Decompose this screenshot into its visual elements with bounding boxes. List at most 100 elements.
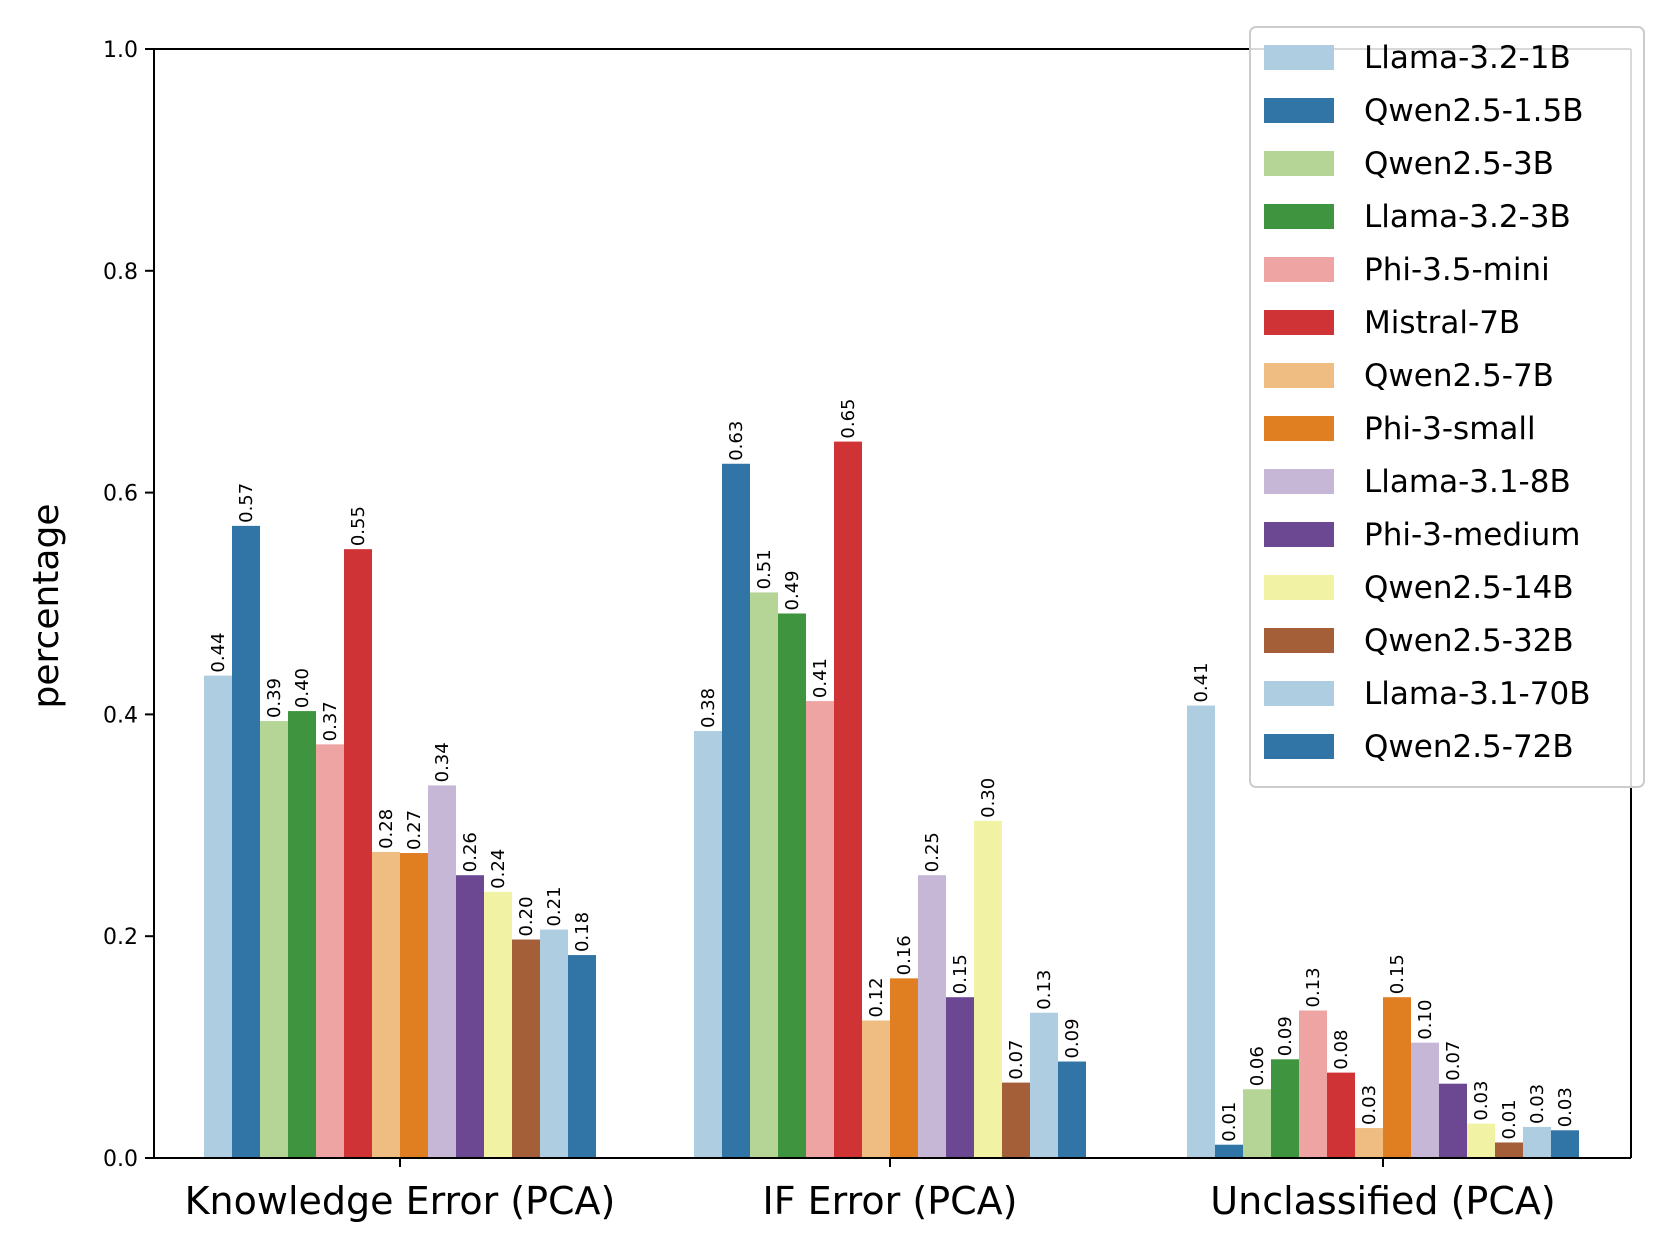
legend-swatch [1264,734,1334,759]
legend-label: Phi-3-small [1364,411,1536,447]
bar [862,1020,890,1158]
legend-label: Phi-3.5-mini [1364,252,1550,288]
bar [204,675,232,1158]
bar-value-label: 0.37 [320,701,341,741]
y-tick-label: 1.0 [103,38,138,63]
legend-label: Llama-3.1-70B [1364,676,1590,712]
legend-swatch [1264,575,1334,600]
legend-swatch [1264,628,1334,653]
x-category-label: IF Error (PCA) [763,1179,1018,1223]
bar [890,978,918,1158]
legend-swatch [1264,522,1334,547]
bar-value-label: 0.51 [754,549,775,589]
bar [1439,1083,1467,1158]
bar [1355,1128,1383,1158]
legend-swatch [1264,204,1334,229]
bar-value-label: 0.40 [292,668,313,708]
bar [344,549,372,1158]
bar [484,891,512,1158]
y-tick-label: 0.2 [103,925,138,950]
bar-value-label: 0.21 [544,886,565,926]
bar-value-label: 0.16 [894,935,915,975]
bar-value-label: 0.63 [726,421,747,461]
bar [1187,705,1215,1158]
legend-label: Mistral-7B [1364,305,1520,341]
bar-value-label: 0.30 [978,778,999,818]
bar [400,853,428,1158]
bar-value-label: 0.55 [348,506,369,546]
bar [1383,997,1411,1158]
bar-value-label: 0.03 [1359,1085,1380,1125]
legend-swatch [1264,681,1334,706]
bar [1002,1082,1030,1158]
bar-value-label: 0.13 [1303,967,1324,1007]
bar-value-label: 0.10 [1415,1000,1436,1040]
bar-value-labels: 0.44 0.38 0.41 0.57 0.63 0.01 0.39 0.51 0.06 0.40… [208,399,1576,1142]
legend: Llama-3.2-1B Qwen2.5-1.5B Qwen2.5-3B Llama-… [1249,26,1645,788]
bar [1467,1123,1495,1158]
bar [512,939,540,1158]
y-tick-label: 0.0 [103,1147,138,1172]
bar-value-label: 0.03 [1555,1087,1576,1127]
bar-value-label: 0.18 [572,912,593,952]
legend-label: Llama-3.1-8B [1364,464,1571,500]
bar-value-label: 0.25 [922,832,943,872]
bar-value-label: 0.12 [866,977,887,1017]
bar [1299,1010,1327,1158]
bar [1058,1061,1086,1158]
bar-value-label: 0.07 [1006,1040,1027,1080]
y-tick-label: 0.4 [103,703,138,728]
bar-value-label: 0.41 [810,658,831,698]
bar-value-label: 0.39 [264,678,285,718]
legend-swatch [1264,416,1334,441]
legend-label: Qwen2.5-32B [1364,623,1574,659]
bar [260,721,288,1158]
bar [316,744,344,1158]
bar-value-label: 0.26 [460,832,481,872]
bar [540,929,568,1158]
bar [232,525,260,1158]
legend-label: Llama-3.2-1B [1364,40,1571,76]
bar-value-label: 0.03 [1471,1081,1492,1121]
legend-swatch [1264,98,1334,123]
bar-value-label: 0.08 [1331,1030,1352,1070]
bar [1495,1142,1523,1158]
bar-value-label: 0.07 [1443,1041,1464,1081]
bar [1030,1012,1058,1158]
bar-value-label: 0.24 [488,849,509,889]
legend-swatch [1264,257,1334,282]
bar [750,592,778,1158]
bar-value-label: 0.44 [208,633,229,673]
y-tick-label: 0.8 [103,260,138,285]
bar [834,441,862,1158]
bar [694,731,722,1158]
bar-value-label: 0.06 [1247,1046,1268,1086]
legend-label: Qwen2.5-72B [1364,729,1574,765]
bar-value-label: 0.49 [782,570,803,610]
legend-swatch [1264,363,1334,388]
bar [722,463,750,1158]
legend-label: Phi-3-medium [1364,517,1580,553]
bar [918,875,946,1158]
x-category-label: Knowledge Error (PCA) [185,1179,616,1223]
bar [1215,1144,1243,1158]
bar-value-label: 0.57 [236,483,257,523]
bar-value-label: 0.01 [1499,1099,1520,1139]
legend-swatch [1264,45,1334,70]
legend-label: Qwen2.5-1.5B [1364,93,1584,129]
legend-swatch [1264,151,1334,176]
bar [778,613,806,1158]
legend-swatch [1264,469,1334,494]
bar [1243,1089,1271,1158]
bar [974,820,1002,1158]
bar-value-label: 0.41 [1191,662,1212,702]
y-tick-label: 0.6 [103,482,138,507]
legend-label: Qwen2.5-3B [1364,146,1554,182]
bar-value-label: 0.01 [1219,1102,1240,1142]
bar-value-label: 0.28 [376,809,397,849]
bar-value-label: 0.13 [1034,970,1055,1010]
bar-value-label: 0.15 [950,954,971,994]
axes: 0.0 0.2 0.4 0.6 0.8 1.0 Knowledge Error (PCA) I… [103,38,1632,1223]
bar-value-label: 0.20 [516,896,537,936]
